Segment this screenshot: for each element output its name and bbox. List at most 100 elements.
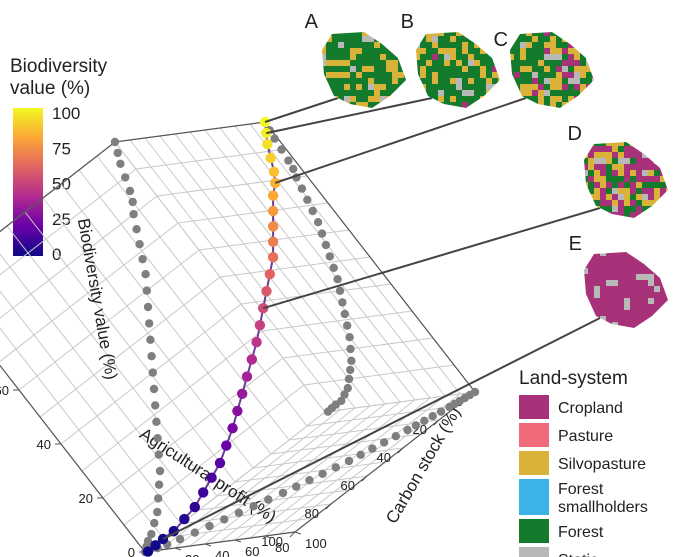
axis-tick-label: 100 — [261, 534, 283, 549]
scenario-leader-line — [162, 317, 601, 540]
colorbar-tick-label: 100 — [52, 104, 80, 123]
box-edge — [144, 531, 296, 553]
projection-point-xz — [154, 494, 163, 503]
axis-tick-label: 20 — [185, 552, 199, 557]
projection-point-yz — [338, 298, 347, 307]
grid-line — [303, 364, 455, 386]
axis-tick — [174, 547, 182, 551]
projection-point-xz — [132, 225, 141, 234]
colorbar-title-line2: value (%) — [10, 78, 90, 99]
projection-point-xy — [436, 407, 446, 416]
grid-line — [189, 405, 371, 547]
grid-line — [0, 168, 137, 276]
box-edge — [264, 121, 476, 393]
projection-point-xz — [151, 401, 160, 410]
axis-tick — [361, 475, 368, 482]
projection-point-yz — [284, 156, 293, 165]
scenario-leader-line — [262, 207, 601, 310]
frontier-point — [251, 337, 262, 348]
box-edge — [0, 364, 146, 553]
projection-point-xz — [110, 137, 120, 147]
frontier-point — [237, 388, 248, 399]
projection-point-xz — [153, 434, 162, 443]
projection-point-xz — [147, 529, 156, 539]
frontier-point — [268, 166, 280, 177]
legend-label: Silvopasture — [558, 456, 646, 473]
frontier-point — [206, 472, 217, 483]
projection-point-yz — [308, 206, 317, 216]
projection-point-xy — [403, 425, 412, 435]
axis-tick-label: 60 — [341, 478, 355, 493]
projection-point-xy — [190, 528, 199, 537]
axis-tick-label: 20 — [79, 491, 93, 506]
frontier-point — [150, 540, 161, 551]
axis-tick-label: 80 — [275, 540, 289, 555]
frontier-point — [261, 286, 272, 297]
grid-line — [177, 202, 329, 224]
projection-point-xz — [125, 186, 135, 196]
box-edge — [294, 391, 476, 533]
frontier-point — [267, 221, 279, 232]
projection-point-yz — [321, 240, 331, 250]
frontier-point — [198, 487, 209, 498]
projection-point-xy — [331, 463, 340, 472]
grid-line — [0, 364, 146, 553]
axis-tick — [397, 447, 404, 454]
projection-point-yz — [329, 263, 338, 272]
axis-tick-label: 40 — [377, 450, 391, 465]
projection-point-xz — [135, 240, 144, 249]
legend-label: Static — [558, 552, 598, 557]
legend-label: Cropland — [558, 400, 623, 417]
projection-point-xz — [142, 286, 151, 295]
scenario-leader-lines — [162, 97, 601, 540]
colorbar-tick-label: 75 — [52, 139, 71, 158]
grid-line — [18, 249, 200, 391]
projection-point-xy — [379, 438, 389, 447]
axis-tick-label: 80 — [305, 506, 319, 521]
frontier-point — [142, 546, 154, 557]
box-edge — [0, 141, 116, 233]
projection-point-xz — [155, 466, 165, 476]
projection-point-xy — [264, 495, 273, 504]
axis-tick-label: 60 — [245, 544, 259, 557]
projection-point-xy — [175, 535, 185, 544]
axis-tick — [204, 543, 212, 547]
projection-point-xy — [278, 488, 288, 498]
scenario-leader-line — [274, 97, 527, 184]
scenario-map: B — [401, 11, 500, 108]
projection-point-yz — [277, 145, 286, 154]
projection-point-xz — [149, 384, 159, 394]
legend-swatch — [519, 479, 549, 515]
colorbar-gradient — [13, 108, 43, 256]
projection-point-yz — [313, 218, 323, 227]
projection-point-xy — [411, 421, 421, 430]
frontier-point — [265, 152, 276, 164]
projection-point-yz — [289, 164, 298, 174]
legend-items: CroplandPastureSilvopastureForestsmallho… — [519, 395, 648, 557]
projection-point-yz — [325, 252, 334, 261]
legend-swatch — [519, 423, 549, 447]
projection-point-xy — [445, 402, 454, 412]
axis-ticks: 020406080100020406080100020406080100 — [0, 383, 476, 557]
projection-point-xz — [128, 197, 137, 207]
projection-point-xz — [143, 302, 153, 312]
projection-point-xz — [129, 210, 138, 219]
grid-line — [234, 399, 416, 541]
projection-point-xz — [121, 173, 130, 182]
axis-tick-label: 100 — [305, 536, 327, 551]
axis-tick-label: 40 — [215, 548, 229, 557]
projection-point-yz — [317, 229, 327, 238]
legend: Land-system Cropland Pasture Silvopasture F… — [519, 368, 648, 557]
projection-point-xz — [138, 255, 147, 264]
frontier-point — [221, 440, 232, 451]
grid-line — [261, 310, 413, 332]
scenario-map: D — [568, 123, 668, 218]
grid-line — [282, 337, 434, 359]
frontier-point — [214, 457, 226, 469]
projection-point-xz — [153, 507, 162, 517]
projection-point-xz — [154, 480, 164, 489]
scenario-leader-line — [265, 97, 433, 135]
axis-tick-label: 40 — [37, 437, 51, 452]
frontier-point — [262, 139, 273, 150]
projection-point-yz — [270, 134, 279, 143]
